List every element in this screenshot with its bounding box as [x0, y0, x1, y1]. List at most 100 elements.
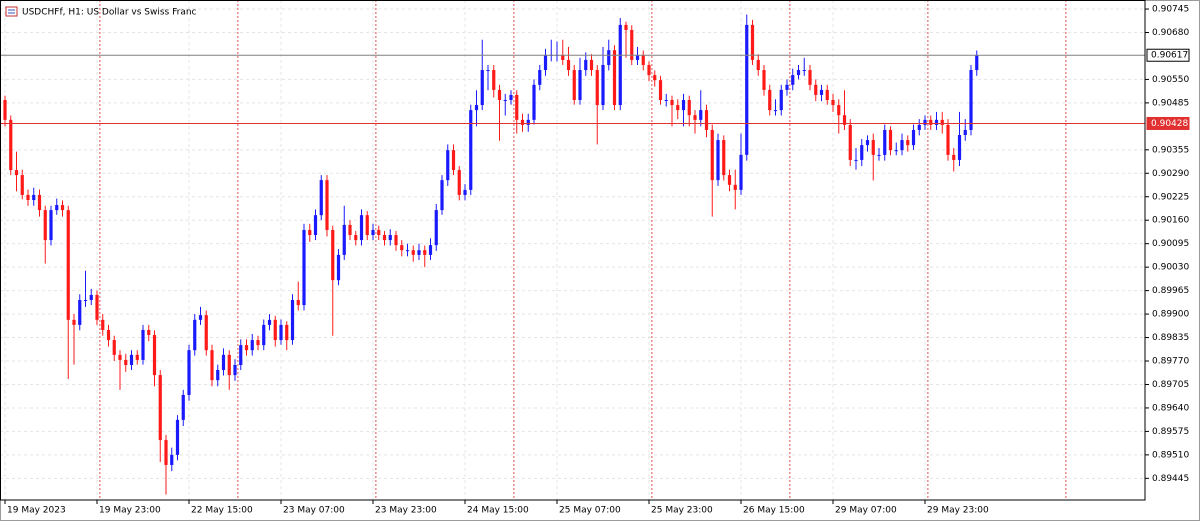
- x-tick-label: 24 May 15:00: [467, 506, 529, 516]
- candle-body: [854, 159, 858, 161]
- y-tick-label: 0.89900: [1152, 310, 1189, 320]
- candle-body: [831, 100, 835, 106]
- candle-body: [371, 229, 375, 236]
- candle-body: [952, 154, 956, 160]
- candle-body: [635, 54, 640, 60]
- candle-body: [543, 54, 548, 71]
- candle-body: [3, 100, 7, 120]
- candle-body: [302, 229, 306, 306]
- candle-body: [388, 235, 392, 241]
- candle-body: [808, 70, 812, 85]
- candle-body: [601, 64, 605, 106]
- candle-body: [630, 29, 634, 60]
- candle-body: [83, 300, 88, 301]
- candle-body: [750, 24, 755, 60]
- candle-body: [796, 70, 801, 76]
- candle-body: [400, 245, 404, 251]
- candle-body: [348, 224, 352, 236]
- y-tick-label: 0.89770: [1152, 357, 1189, 367]
- x-tick-label: 26 May 15:00: [743, 506, 805, 516]
- candle-body: [566, 59, 571, 71]
- candle-body: [210, 350, 214, 381]
- candle-body: [497, 89, 502, 100]
- candle-body: [273, 319, 277, 341]
- candle-body: [37, 194, 42, 211]
- y-tick-label: 0.90095: [1152, 239, 1189, 249]
- candle-body: [681, 100, 686, 111]
- x-tick-label: 23 May 07:00: [283, 506, 345, 516]
- candle-body: [187, 350, 191, 395]
- candle-body: [923, 119, 927, 125]
- candle-body: [9, 119, 13, 171]
- candle-body: [699, 110, 703, 120]
- candle-body: [486, 70, 490, 72]
- candle-body: [612, 50, 617, 106]
- x-tick-label: 22 May 15:00: [191, 506, 253, 516]
- candle-body: [842, 115, 847, 125]
- candle-body: [658, 80, 663, 100]
- price-tag: [1146, 48, 1190, 62]
- candle-body: [170, 454, 174, 465]
- candle-body: [198, 315, 203, 320]
- candle-body: [940, 119, 944, 125]
- x-tick-label: 29 May 07:00: [835, 506, 897, 516]
- candle-body: [250, 340, 254, 351]
- candle-body: [722, 140, 726, 176]
- candle-body: [78, 300, 82, 325]
- candle-body: [336, 254, 341, 281]
- candle-body: [43, 210, 47, 241]
- candle-body: [112, 340, 116, 355]
- y-tick-label: 0.89445: [1152, 474, 1189, 484]
- x-tick-label: 25 May 23:00: [651, 506, 713, 516]
- candle-body: [359, 215, 364, 241]
- candle-body: [578, 70, 582, 100]
- candle-body: [664, 100, 668, 101]
- candle-body: [785, 84, 789, 90]
- candle-body: [641, 54, 645, 65]
- candle-body: [538, 70, 542, 85]
- candle-body: [595, 70, 599, 106]
- candle-body: [963, 129, 967, 136]
- candle-body: [739, 154, 743, 190]
- candle-body: [733, 184, 737, 190]
- candle-body: [106, 329, 111, 341]
- candle-body: [779, 89, 783, 111]
- candle-body: [319, 180, 323, 216]
- candle-body: [60, 205, 65, 211]
- candle-body: [434, 210, 438, 246]
- candle-body: [342, 224, 346, 255]
- candle-body: [405, 250, 410, 252]
- candle-body: [141, 329, 145, 360]
- candle-body: [411, 250, 415, 255]
- candle-body: [221, 354, 226, 371]
- candle-body: [474, 105, 479, 111]
- candle-body: [906, 140, 910, 146]
- candle-body: [957, 135, 962, 160]
- candle-body: [365, 215, 369, 236]
- candle-body: [492, 70, 496, 90]
- y-tick-label: 0.90030: [1152, 263, 1189, 273]
- y-tick-label: 0.90485: [1152, 98, 1189, 108]
- icon-frame: [5, 6, 18, 17]
- candle-body: [118, 354, 122, 360]
- candle-body: [129, 354, 134, 365]
- candle-body: [181, 394, 185, 420]
- candle-body: [290, 300, 295, 341]
- candle-body: [239, 345, 243, 365]
- candle-body: [693, 115, 697, 120]
- y-tick-label: 0.90550: [1152, 75, 1189, 85]
- candle-body: [883, 129, 887, 155]
- candle-body: [285, 324, 289, 341]
- candle-body: [158, 375, 162, 441]
- candle-body: [463, 189, 467, 195]
- candle-body: [934, 119, 939, 125]
- candle-body: [877, 154, 881, 156]
- candle-body: [267, 319, 272, 325]
- candle-body: [791, 75, 795, 85]
- candle-body: [26, 194, 30, 200]
- candle-body: [814, 84, 818, 95]
- candle-body: [589, 59, 594, 71]
